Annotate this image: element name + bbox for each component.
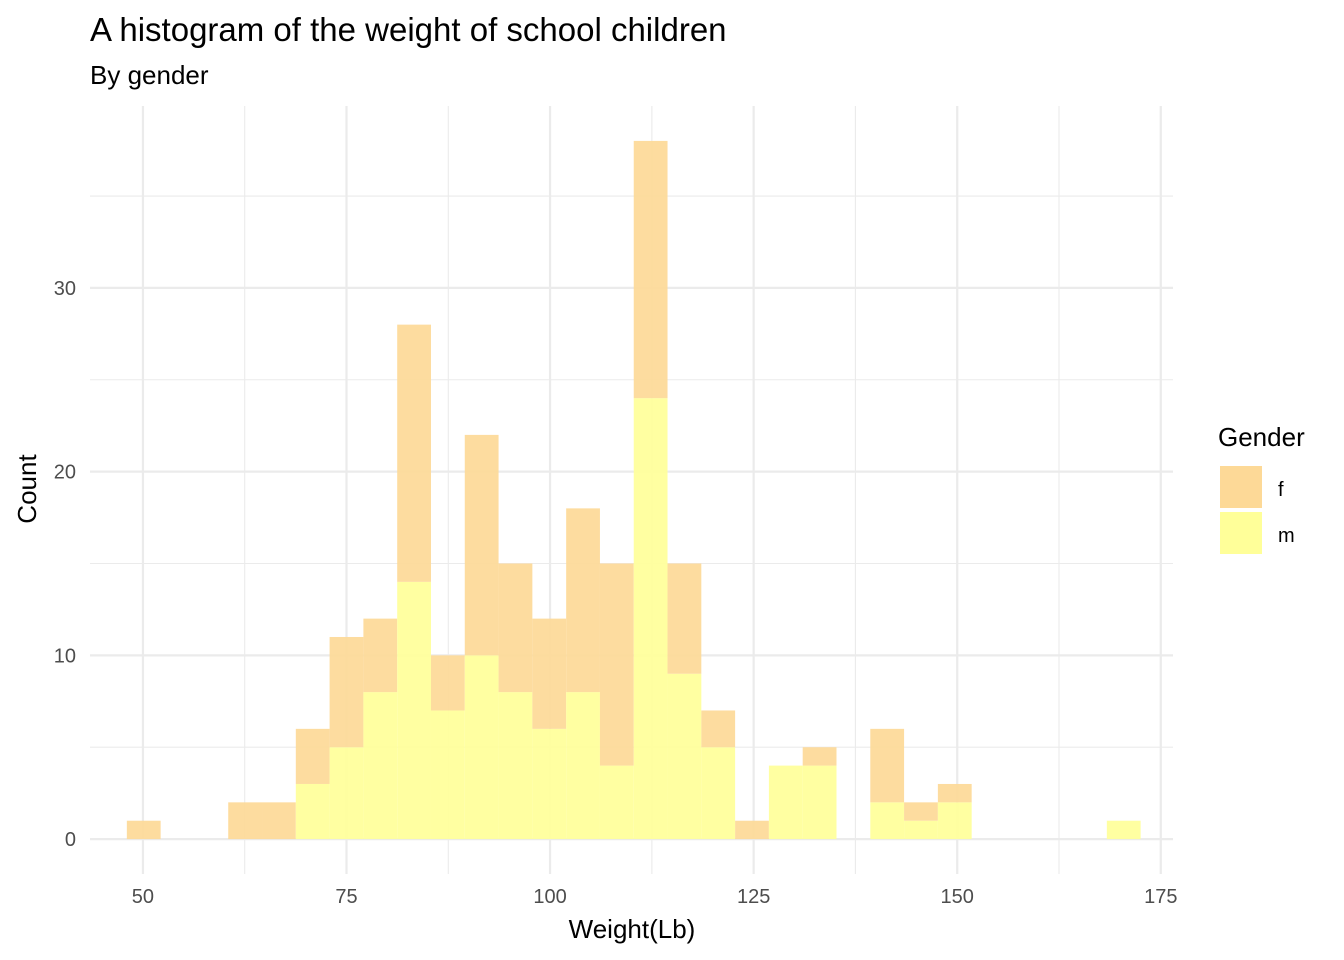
legend-key-f (1220, 466, 1262, 508)
x-tick-label: 100 (533, 886, 566, 908)
x-tick-label: 175 (1144, 886, 1177, 908)
bar-m (532, 728, 567, 840)
bar-m (701, 747, 736, 840)
legend-label-f: f (1278, 479, 1284, 501)
bar-f (904, 802, 938, 821)
bar-m (430, 710, 465, 840)
bar-f (228, 802, 263, 840)
x-axis-title: Weight(Lb) (569, 914, 696, 944)
bar-f (430, 655, 465, 711)
bar-m (295, 783, 330, 840)
bar-f (363, 618, 398, 693)
x-tick-label: 50 (132, 886, 154, 908)
bar-f (701, 710, 736, 748)
y-tick-label: 20 (54, 462, 76, 484)
bar-f (937, 783, 972, 803)
bar-f (126, 820, 161, 840)
legend-key-m (1220, 512, 1262, 554)
legend: Gender f m (1218, 422, 1305, 554)
legend-title: Gender (1218, 422, 1305, 452)
y-tick-label: 0 (65, 829, 76, 851)
bar-f (532, 618, 567, 729)
bar-m (633, 398, 668, 840)
bar-m (937, 802, 972, 840)
bar-m (397, 581, 431, 840)
bar-f (498, 563, 533, 693)
x-tick-label: 125 (737, 886, 770, 908)
bar-m (802, 765, 837, 840)
bar-f (870, 728, 905, 803)
y-tick-label: 10 (54, 645, 76, 667)
bar-f (667, 563, 702, 674)
bar-m (329, 747, 364, 840)
histogram-bars (126, 140, 1141, 840)
bar-m (904, 820, 938, 840)
bar-m (870, 802, 905, 840)
bar-f (802, 747, 837, 766)
bar-f (464, 434, 499, 656)
bar-f (262, 802, 296, 840)
bar-f (599, 563, 634, 766)
x-tick-label: 150 (941, 886, 974, 908)
bar-m (498, 692, 533, 840)
bar-m (1106, 820, 1141, 840)
bar-m (464, 655, 499, 840)
x-tick-label: 75 (335, 886, 357, 908)
bar-f (633, 140, 668, 399)
chart-title: A histogram of the weight of school chil… (90, 11, 727, 48)
legend-label-m: m (1278, 525, 1295, 547)
bar-f (329, 636, 364, 748)
bar-f (397, 324, 431, 582)
bar-f (566, 508, 600, 693)
bar-f (735, 820, 769, 840)
chart-subtitle: By gender (90, 60, 209, 90)
bar-m (566, 692, 600, 840)
bar-m (768, 765, 803, 840)
bar-m (667, 673, 702, 840)
y-axis-title: Count (12, 454, 42, 524)
bar-m (363, 692, 398, 840)
bar-f (295, 728, 330, 784)
bar-m (599, 765, 634, 840)
axis-tick-labels: 50 75 100 125 150 175 0 10 20 30 (54, 278, 1178, 908)
y-tick-label: 30 (54, 278, 76, 300)
